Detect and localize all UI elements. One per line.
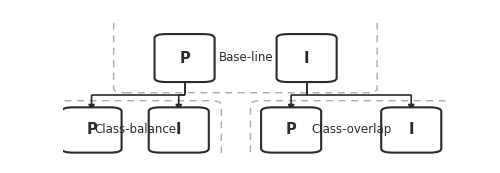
Text: I: I (176, 122, 182, 138)
FancyBboxPatch shape (62, 107, 122, 153)
FancyBboxPatch shape (148, 107, 209, 153)
Text: P: P (286, 122, 296, 138)
FancyBboxPatch shape (250, 101, 452, 159)
FancyBboxPatch shape (154, 34, 214, 82)
FancyBboxPatch shape (51, 101, 222, 159)
Text: P: P (86, 122, 97, 138)
Text: Class-overlap: Class-overlap (311, 124, 392, 136)
Text: I: I (304, 51, 310, 66)
Text: Class-balance: Class-balance (94, 124, 176, 136)
FancyBboxPatch shape (381, 107, 442, 153)
FancyBboxPatch shape (276, 34, 336, 82)
FancyBboxPatch shape (261, 107, 321, 153)
Text: Base-line: Base-line (219, 51, 274, 64)
Text: P: P (179, 51, 190, 66)
FancyBboxPatch shape (114, 18, 377, 93)
Text: I: I (408, 122, 414, 138)
